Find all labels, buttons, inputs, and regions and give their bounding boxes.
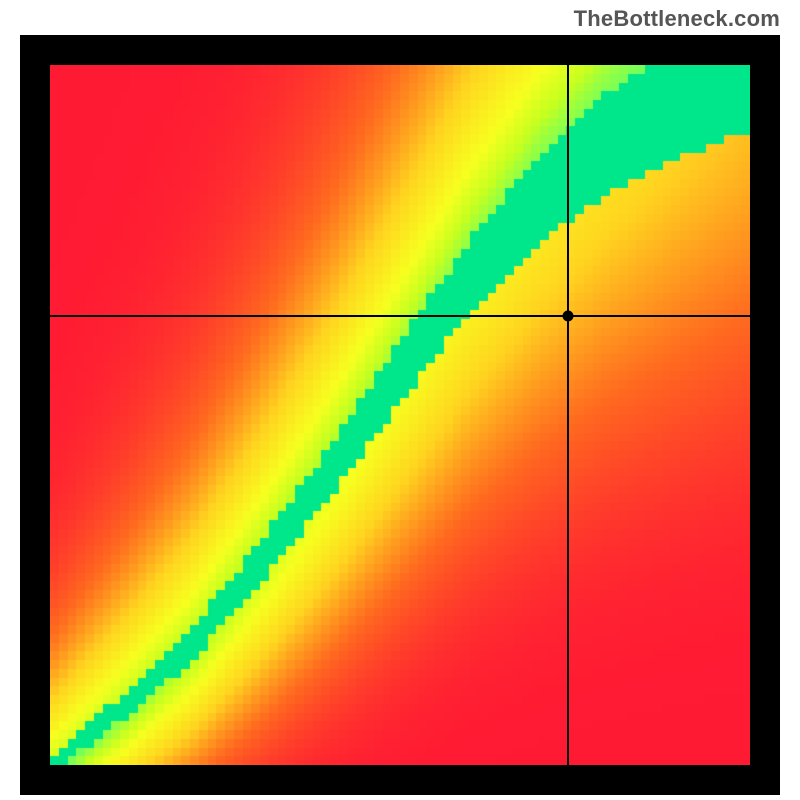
chart-frame — [20, 35, 780, 795]
attribution-text: TheBottleneck.com — [574, 6, 780, 32]
crosshair-marker-dot — [563, 310, 574, 321]
crosshair-vertical — [567, 65, 569, 765]
page-container: TheBottleneck.com — [0, 0, 800, 800]
bottleneck-heatmap — [50, 65, 750, 765]
crosshair-horizontal — [50, 315, 750, 317]
